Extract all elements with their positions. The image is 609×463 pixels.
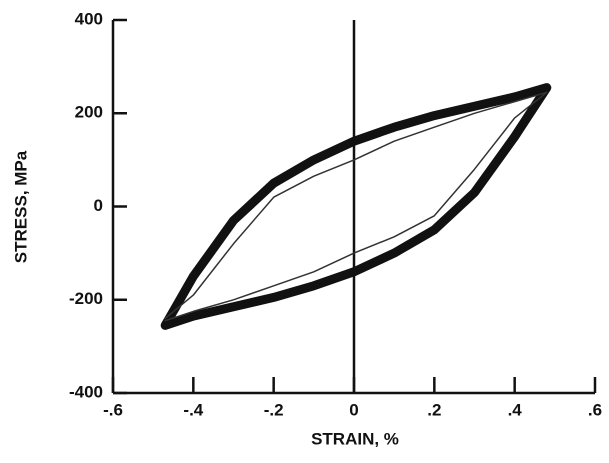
y-tick-label: 400	[75, 9, 103, 28]
loop-line	[160, 83, 552, 330]
x-tick-label: 0	[349, 400, 358, 419]
y-tick-label: 200	[75, 103, 103, 122]
x-tick-label: .6	[588, 400, 602, 419]
y-axis-label: STRESS, MPa	[11, 150, 30, 263]
x-tick-label: -.6	[103, 400, 123, 419]
loop-line	[164, 91, 548, 322]
y-tick-label: -200	[69, 289, 103, 308]
x-axis-label: STRAIN, %	[311, 429, 399, 448]
x-tick-label: .2	[427, 400, 441, 419]
y-tick-label: -400	[69, 382, 103, 401]
x-tick-label: .4	[508, 400, 523, 419]
y-tick-label: 0	[94, 196, 103, 215]
x-tick-label: -.4	[183, 400, 203, 419]
x-tick-label: -.2	[264, 400, 284, 419]
